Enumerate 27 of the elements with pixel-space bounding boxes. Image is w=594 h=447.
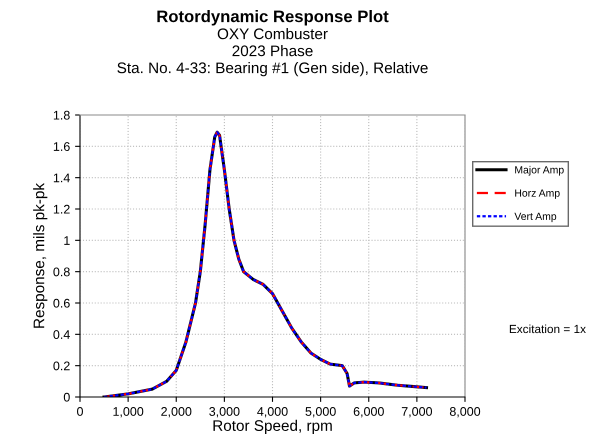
x-tick-label: 2,000: [161, 407, 192, 418]
chart-subtitle: OXY Combuster 2023 Phase Sta. No. 4-33: Bearing #1 (Gen side), Relative: [117, 28, 428, 76]
legend-label: Vert Amp: [514, 212, 556, 222]
legend-label: Major Amp: [515, 166, 564, 176]
x-tick-label: 6,000: [354, 407, 384, 418]
x-tick-label: 8,000: [450, 407, 480, 418]
y-tick-label: 1: [64, 236, 70, 245]
y-axis-title: Response, mils pk-pk: [33, 182, 48, 328]
text: Excitation = 1x: [510, 324, 586, 334]
x-tick-label: 0: [77, 407, 83, 416]
y-tick-label: 0: [64, 392, 70, 402]
y-tick-label: 0.8: [53, 267, 70, 276]
y-tick-label: 0.6: [53, 298, 70, 308]
y-tick-label: 1.8: [54, 110, 70, 120]
x-tick-label: 3,000: [209, 407, 240, 418]
chart-title: Rotordynamic Response Plot: [157, 10, 389, 26]
y-tick-label: 1.6: [54, 142, 70, 151]
legend-label: Horz Amp: [515, 189, 560, 199]
x-tick-label: 5,000: [305, 407, 336, 418]
y-tick-label: 1.2: [54, 204, 70, 214]
x-tick-label: 4,000: [257, 407, 288, 418]
x-tick-label: 7,000: [402, 407, 432, 418]
y-tick-label: 0.4: [53, 330, 70, 339]
y-tick-label: 0.2: [53, 361, 70, 370]
x-axis-title: Rotor Speed, rpm: [213, 420, 332, 434]
y-tick-label: 1.4: [54, 174, 70, 182]
x-tick-label: 1,000: [113, 407, 144, 418]
